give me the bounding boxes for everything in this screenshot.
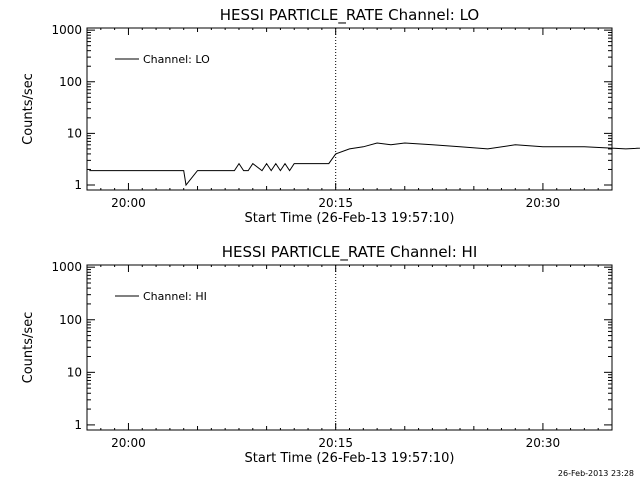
y-tick-label: 1 (74, 418, 82, 432)
x-tick-label: 20:15 (318, 196, 353, 210)
x-tick-label: 20:15 (318, 436, 353, 450)
y-tick-label: 100 (59, 313, 82, 327)
x-axis-label: Start Time (26-Feb-13 19:57:10) (245, 451, 455, 466)
legend-label: Channel: LO (143, 53, 210, 66)
timestamp: 26-Feb-2013 23:28 (557, 469, 634, 478)
y-axis-label: Counts/sec (21, 73, 36, 145)
x-tick-label: 20:30 (526, 196, 561, 210)
x-tick-label: 20:30 (526, 436, 561, 450)
chart-title: HESSI PARTICLE_RATE Channel: HI (222, 243, 478, 262)
y-tick-label: 1 (74, 178, 82, 192)
y-tick-label: 100 (59, 75, 82, 89)
y-tick-label: 10 (67, 365, 82, 379)
x-tick-label: 20:00 (111, 436, 146, 450)
chart-title: HESSI PARTICLE_RATE Channel: LO (220, 6, 479, 25)
y-tick-label: 10 (67, 126, 82, 140)
x-axis-label: Start Time (26-Feb-13 19:57:10) (245, 211, 455, 226)
series-line (89, 142, 640, 187)
x-tick-label: 20:00 (111, 196, 146, 210)
y-tick-label: 1000 (51, 260, 82, 274)
legend-label: Channel: HI (143, 290, 207, 303)
y-axis-label: Counts/sec (21, 312, 36, 384)
y-tick-label: 1000 (51, 23, 82, 37)
